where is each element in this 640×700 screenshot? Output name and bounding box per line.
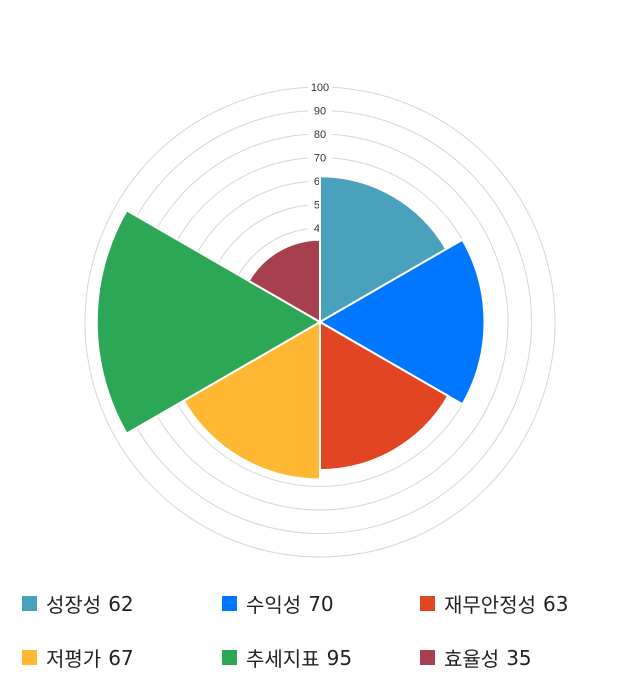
legend-swatch — [222, 650, 237, 665]
sector-4[interactable] — [182, 320, 321, 481]
legend-item[interactable]: 수익성 70 — [222, 589, 334, 618]
legend-value: 67 — [108, 645, 134, 670]
sector-1[interactable] — [319, 175, 448, 324]
legend-item[interactable]: 효율성 35 — [420, 643, 532, 672]
legend-value: 63 — [543, 591, 569, 616]
legend-swatch — [22, 650, 37, 665]
polar-area-chart: 102030405060708090100 — [84, 81, 556, 558]
legend-label: 효율성 — [444, 647, 500, 671]
tick-label-bg — [308, 151, 332, 164]
sector-3[interactable] — [319, 320, 450, 472]
legend-item[interactable]: 추세지표 95 — [222, 643, 352, 672]
tick-label-bg — [308, 128, 332, 140]
legend-value: 62 — [108, 591, 134, 616]
sector-2[interactable] — [318, 238, 486, 406]
tick-label: 80 — [314, 129, 326, 141]
legend-value: 70 — [308, 591, 334, 616]
legend-item[interactable]: 성장성 62 — [22, 589, 134, 618]
legend-label: 수익성 — [246, 593, 302, 617]
tick-label-bg — [308, 104, 332, 117]
sector-5[interactable] — [95, 209, 322, 435]
tick-label-bg — [308, 81, 332, 93]
legend-label: 성장성 — [46, 593, 102, 617]
legend-swatch — [222, 596, 237, 611]
legend-label: 재무안정성 — [444, 593, 536, 617]
legend-swatch — [22, 596, 37, 611]
legend-swatch — [420, 596, 435, 611]
legend-label: 저평가 — [46, 647, 102, 671]
legend-item[interactable]: 저평가 67 — [22, 643, 134, 672]
legend-label: 추세지표 — [246, 647, 320, 671]
legend-swatch — [420, 650, 435, 665]
tick-label: 70 — [314, 153, 326, 165]
sector-6[interactable] — [247, 238, 321, 324]
legend-value: 35 — [506, 645, 532, 670]
legend-item[interactable]: 재무안정성 63 — [420, 589, 568, 618]
legend-value: 95 — [326, 645, 353, 670]
tick-label: 90 — [314, 106, 326, 118]
tick-label: 100 — [311, 82, 329, 94]
